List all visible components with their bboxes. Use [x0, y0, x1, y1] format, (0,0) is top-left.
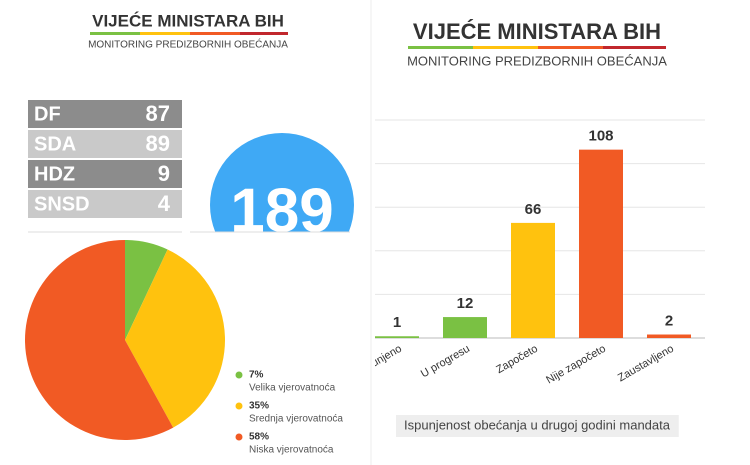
- caption-box: [396, 415, 679, 437]
- party-name: DF: [34, 103, 61, 125]
- value-label: 108: [588, 128, 613, 145]
- legend-label: Niska vjerovatnoća: [249, 445, 334, 456]
- bar-caption: Ispunjenost obećanja u drugoj godini man…: [404, 417, 671, 432]
- left-title: VIJEĆE MINISTARA BIH: [92, 11, 284, 30]
- right-title: VIJEĆE MINISTARA BIH: [413, 19, 661, 44]
- party-name: HDZ: [34, 163, 75, 185]
- table-row: [28, 130, 182, 158]
- right-underline: [408, 46, 666, 49]
- party-name: SDA: [34, 133, 76, 155]
- left-subtitle: MONITORING PREDIZBORNIH OBEĆANJA: [88, 38, 288, 51]
- party-count: 87: [146, 101, 170, 126]
- table-row: [28, 160, 182, 188]
- value-label: 12: [457, 295, 474, 312]
- bar: [443, 317, 487, 338]
- total-badge: 189: [210, 133, 354, 245]
- legend-dot: [235, 433, 243, 441]
- legend-dot: [235, 402, 243, 410]
- legend-value: 58%: [249, 432, 269, 443]
- pie-slice: [125, 249, 226, 428]
- right-subtitle: MONITORING PREDIZBORNIH OBEĆANJA: [407, 53, 667, 68]
- total-number: 189: [230, 176, 333, 245]
- table-row: [28, 100, 182, 128]
- legend-label: Velika vjerovatnoća: [249, 383, 336, 394]
- legend-value: 7%: [249, 370, 264, 381]
- bar: [647, 334, 691, 338]
- left-underline: [90, 32, 288, 35]
- party-count: 4: [158, 191, 171, 216]
- value-label: 66: [525, 201, 542, 218]
- bar: [579, 149, 623, 338]
- party-name: SNSD: [34, 193, 90, 215]
- value-label: 2: [665, 312, 673, 329]
- pie-slice: [125, 240, 168, 340]
- legend-dot: [235, 371, 243, 379]
- party-count: 9: [158, 161, 170, 186]
- bar: [375, 336, 419, 338]
- party-count: 89: [146, 131, 170, 156]
- table-row: [28, 190, 182, 218]
- legend-label: Srednja vjerovatnoća: [249, 414, 343, 425]
- value-label: 1: [393, 314, 401, 331]
- total-circle: [210, 133, 354, 232]
- pie-slice: [25, 240, 174, 440]
- legend-value: 35%: [249, 401, 269, 412]
- bar: [511, 222, 555, 338]
